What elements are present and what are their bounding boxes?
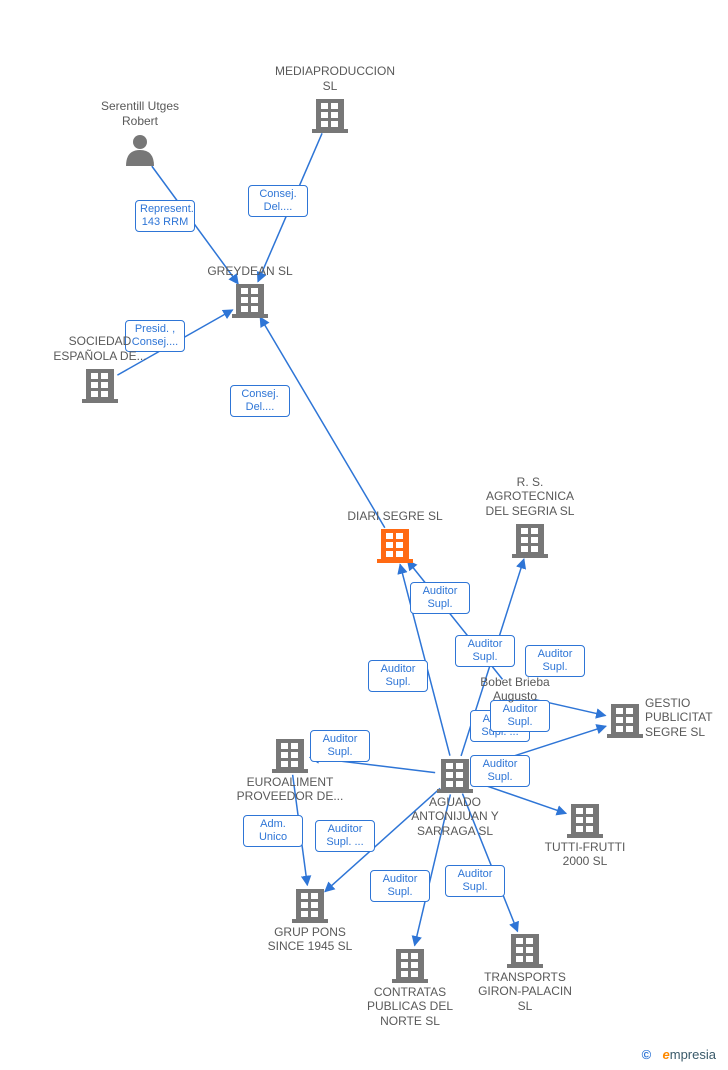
edge-label: Auditor Supl. xyxy=(470,755,530,787)
node-label: AGUADO ANTONIJUAN Y SARRAGA SL xyxy=(400,795,510,838)
node-label: R. S. AGROTECNICA DEL SEGRIA SL xyxy=(475,475,585,518)
node-label: GREYDEAN SL xyxy=(195,264,305,278)
node-label: DIARI SEGRE SL xyxy=(340,509,450,523)
edge-label: Auditor Supl. xyxy=(455,635,515,667)
footer-copyright: © xyxy=(642,1047,652,1062)
building-icon[interactable] xyxy=(437,759,473,793)
footer-brand-text: mpresia xyxy=(670,1047,716,1062)
edge-label: Auditor Supl. ... xyxy=(315,820,375,852)
person-icon[interactable] xyxy=(126,135,154,166)
building-icon[interactable] xyxy=(312,99,348,133)
node-label: Serentill Utges Robert xyxy=(85,99,195,128)
edge-label: Auditor Supl. xyxy=(525,645,585,677)
edge xyxy=(260,317,385,528)
building-icon[interactable] xyxy=(82,369,118,403)
node-label: SOCIEDAD ESPAÑOLA DE... xyxy=(45,334,155,363)
edge-label: Auditor Supl. xyxy=(445,865,505,897)
edge-label: Consej. Del.... xyxy=(248,185,308,217)
edge-label: Auditor Supl. xyxy=(310,730,370,762)
building-icon[interactable] xyxy=(512,524,548,558)
edge-label: Adm. Unico xyxy=(243,815,303,847)
node-label: TRANSPORTS GIRON-PALACIN SL xyxy=(470,970,580,1013)
building-icon[interactable] xyxy=(292,889,328,923)
edge-label: Represent. 143 RRM xyxy=(135,200,195,232)
building-icon[interactable] xyxy=(232,284,268,318)
edge-label: Consej. Del.... xyxy=(230,385,290,417)
node-label: Bobet Brieba Augusto xyxy=(460,675,570,704)
edge-label: Auditor Supl. xyxy=(410,582,470,614)
footer: © empresia xyxy=(642,1047,716,1062)
building-icon[interactable] xyxy=(272,739,308,773)
node-label: CONTRATAS PUBLICAS DEL NORTE SL xyxy=(355,985,465,1028)
building-icon[interactable] xyxy=(567,804,603,838)
node-label: EUROALIMENT PROVEEDOR DE... xyxy=(235,775,345,804)
node-label: GRUP PONS SINCE 1945 SL xyxy=(255,925,365,954)
node-label: TUTTI-FRUTTI 2000 SL xyxy=(530,840,640,869)
footer-brand-accent: e xyxy=(663,1047,670,1062)
building-icon[interactable] xyxy=(607,704,643,738)
network-canvas xyxy=(0,0,728,1070)
node-label: MEDIAPRODUCCION SL xyxy=(275,64,385,93)
building-icon[interactable] xyxy=(377,529,413,563)
node-label: GESTIO PUBLICITAT SEGRE SL xyxy=(645,696,728,739)
edge-label: Auditor Supl. xyxy=(368,660,428,692)
edge-label: Auditor Supl. xyxy=(490,700,550,732)
building-icon[interactable] xyxy=(392,949,428,983)
edge-label: Auditor Supl. xyxy=(370,870,430,902)
building-icon[interactable] xyxy=(507,934,543,968)
